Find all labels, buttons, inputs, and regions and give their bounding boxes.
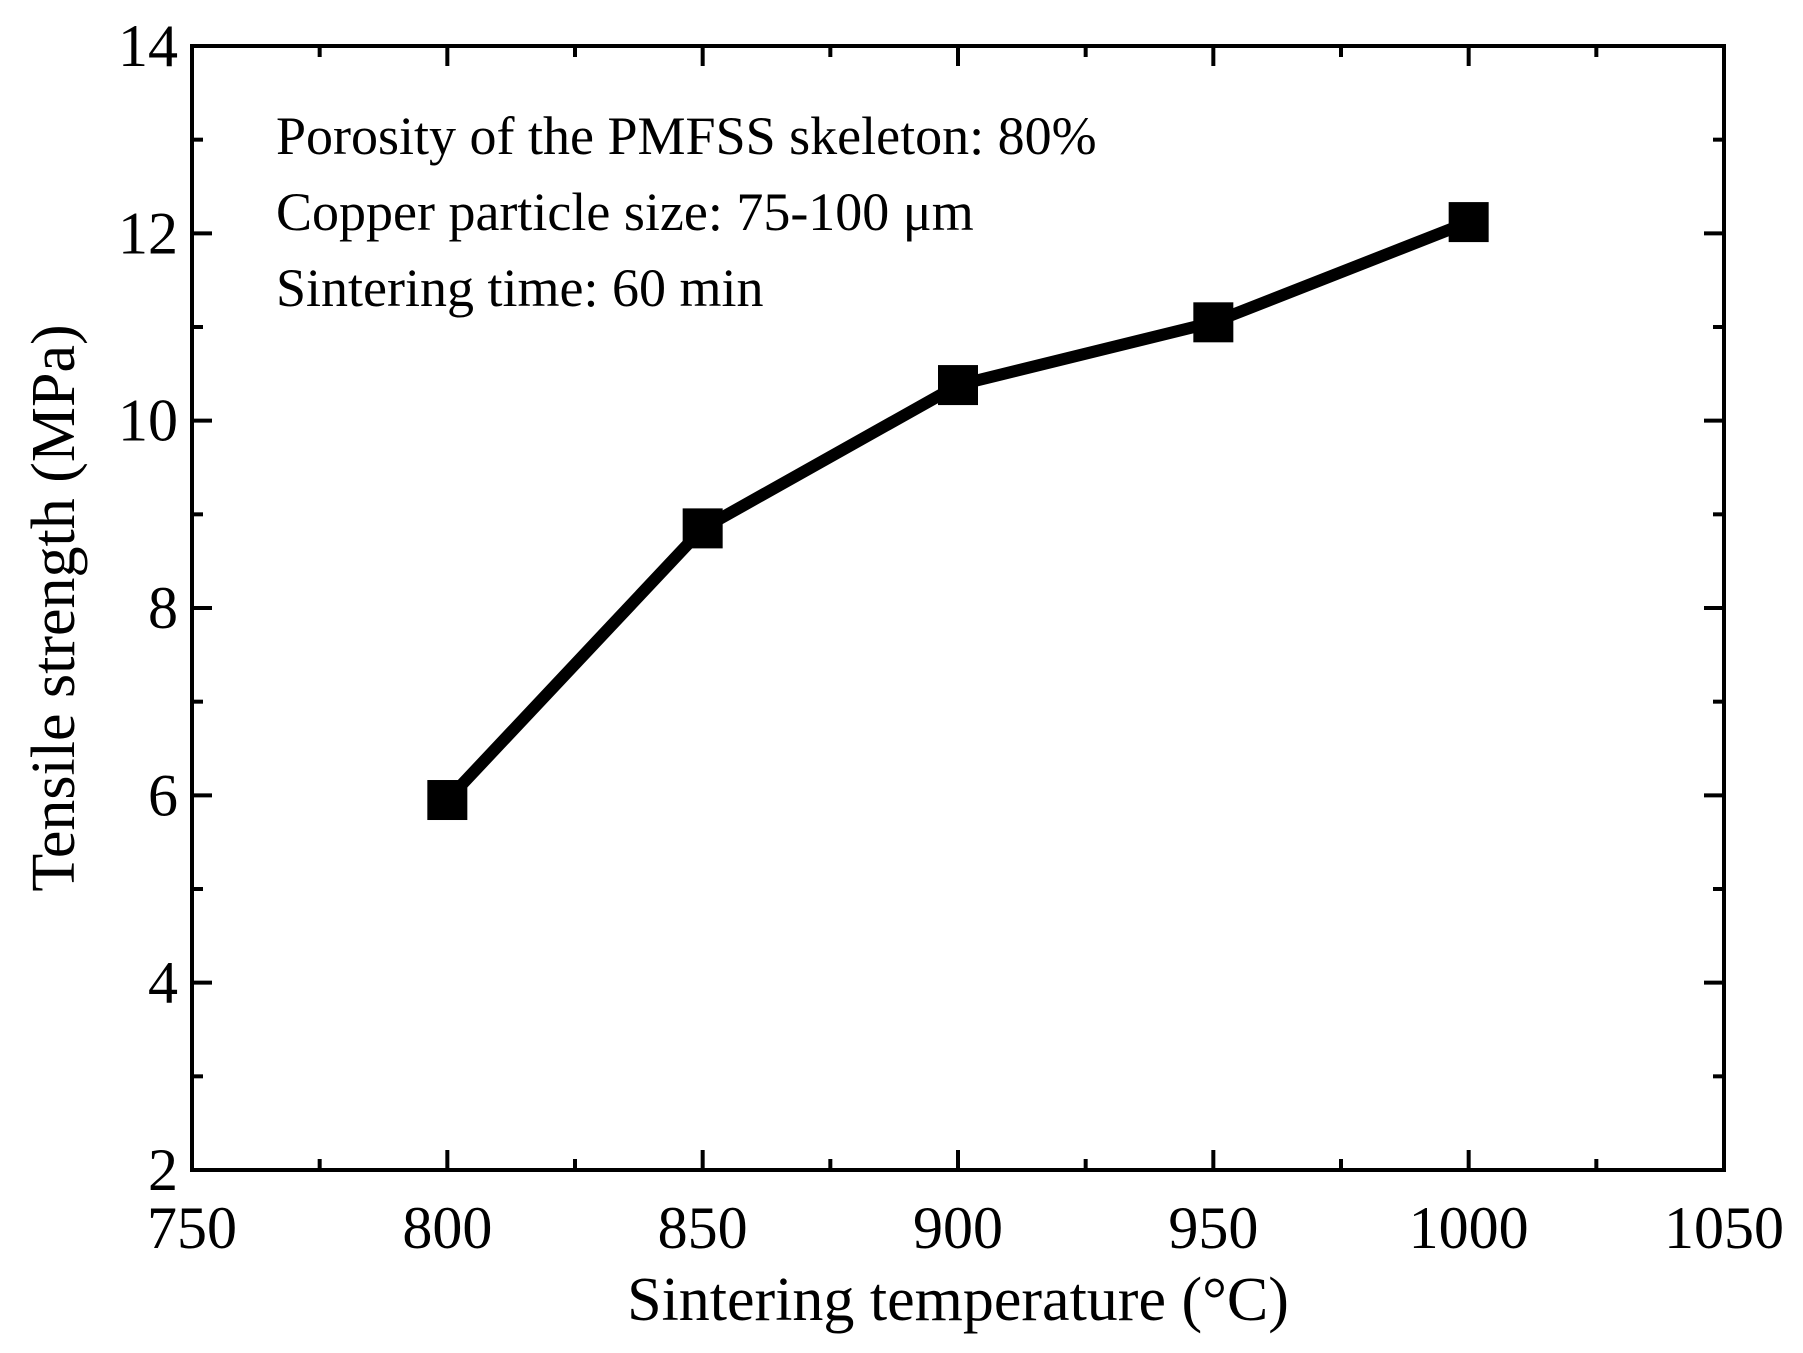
- data-point-marker: [682, 508, 723, 549]
- annotation-particle-size: Copper particle size: 75-100 μm: [276, 182, 974, 242]
- y-tick-label: 12: [118, 200, 178, 266]
- y-axis-title: Tensile strength (MPa): [20, 324, 88, 891]
- data-point-marker: [427, 780, 468, 821]
- x-tick-label: 1000: [1409, 1195, 1529, 1261]
- data-point-marker: [1193, 302, 1234, 343]
- y-tick-labels: 2 4 6 8 10 12 14: [118, 13, 178, 1203]
- data-point-marker: [938, 365, 978, 406]
- x-tick-label: 750: [147, 1195, 237, 1261]
- y-tick-label: 8: [148, 575, 178, 641]
- series-layer: [427, 202, 1489, 821]
- x-tick-labels: 750 800 850 900 950 1000 1050: [147, 1195, 1784, 1261]
- x-tick-label: 1050: [1664, 1195, 1784, 1261]
- x-tick-label: 950: [1168, 1195, 1258, 1261]
- annotation-porosity: Porosity of the PMFSS skeleton: 80%: [276, 106, 1097, 166]
- x-tick-label: 800: [402, 1195, 492, 1261]
- y-tick-label: 10: [118, 388, 178, 454]
- tick-marks: [190, 44, 1726, 1172]
- y-tick-label: 2: [148, 1137, 178, 1203]
- y-tick-label: 14: [118, 13, 178, 79]
- annotation-sintering-time: Sintering time: 60 min: [276, 258, 763, 318]
- y-tick-label: 6: [148, 762, 178, 828]
- y-tick-label: 4: [148, 950, 178, 1016]
- x-axis-title: Sintering temperature (°C): [627, 1266, 1289, 1334]
- plot-frame: [190, 44, 1726, 1172]
- data-point-marker: [1448, 202, 1489, 243]
- x-tick-label: 900: [913, 1195, 1003, 1261]
- x-tick-label: 850: [658, 1195, 748, 1261]
